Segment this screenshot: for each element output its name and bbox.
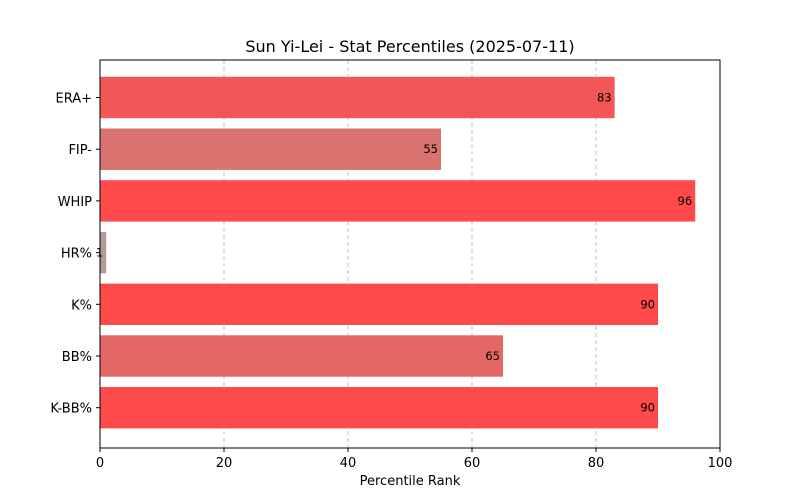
y-tick-label: HR% <box>61 247 92 262</box>
y-tick-label: FIP- <box>68 143 92 158</box>
bar-hr- <box>100 231 107 274</box>
x-tick-label: 60 <box>464 456 481 471</box>
x-tick-label: 100 <box>708 456 733 471</box>
chart-title: Sun Yi-Lei - Stat Percentiles (2025-07-1… <box>245 37 574 56</box>
bar-value-label: 55 <box>423 142 438 156</box>
y-tick-label: ERA+ <box>55 92 92 107</box>
plot-frame <box>99 59 721 449</box>
bar-whip <box>100 180 696 222</box>
bar-k- <box>100 283 658 325</box>
x-axis-label: Percentile Rank <box>360 474 461 489</box>
x-tick-label: 80 <box>588 456 605 471</box>
y-tick-label: WHIP <box>58 195 92 210</box>
x-tick-label: 0 <box>96 456 104 471</box>
y-tick-label: K% <box>71 298 92 313</box>
bar-value-label: 90 <box>640 401 655 415</box>
bar-bb- <box>100 335 503 377</box>
x-tick-label: 20 <box>216 456 233 471</box>
bar-era- <box>100 76 615 119</box>
grid-lines <box>223 60 597 448</box>
bar-fip- <box>100 128 441 170</box>
bar-value-label: 65 <box>485 349 500 363</box>
bar-k-bb- <box>100 387 658 429</box>
x-tick-label: 40 <box>340 456 357 471</box>
bar-value-label: 96 <box>678 194 693 208</box>
x-axis: 0 20 40 60 80 100 <box>96 448 733 471</box>
y-axis: ERA+ FIP- WHIP HR% K% BB% K-BB% <box>50 92 100 417</box>
y-tick-label: BB% <box>62 350 92 365</box>
y-tick-label: K-BB% <box>50 402 92 417</box>
bar-value-label: 90 <box>640 297 655 311</box>
bar-value-label: 83 <box>597 91 612 105</box>
